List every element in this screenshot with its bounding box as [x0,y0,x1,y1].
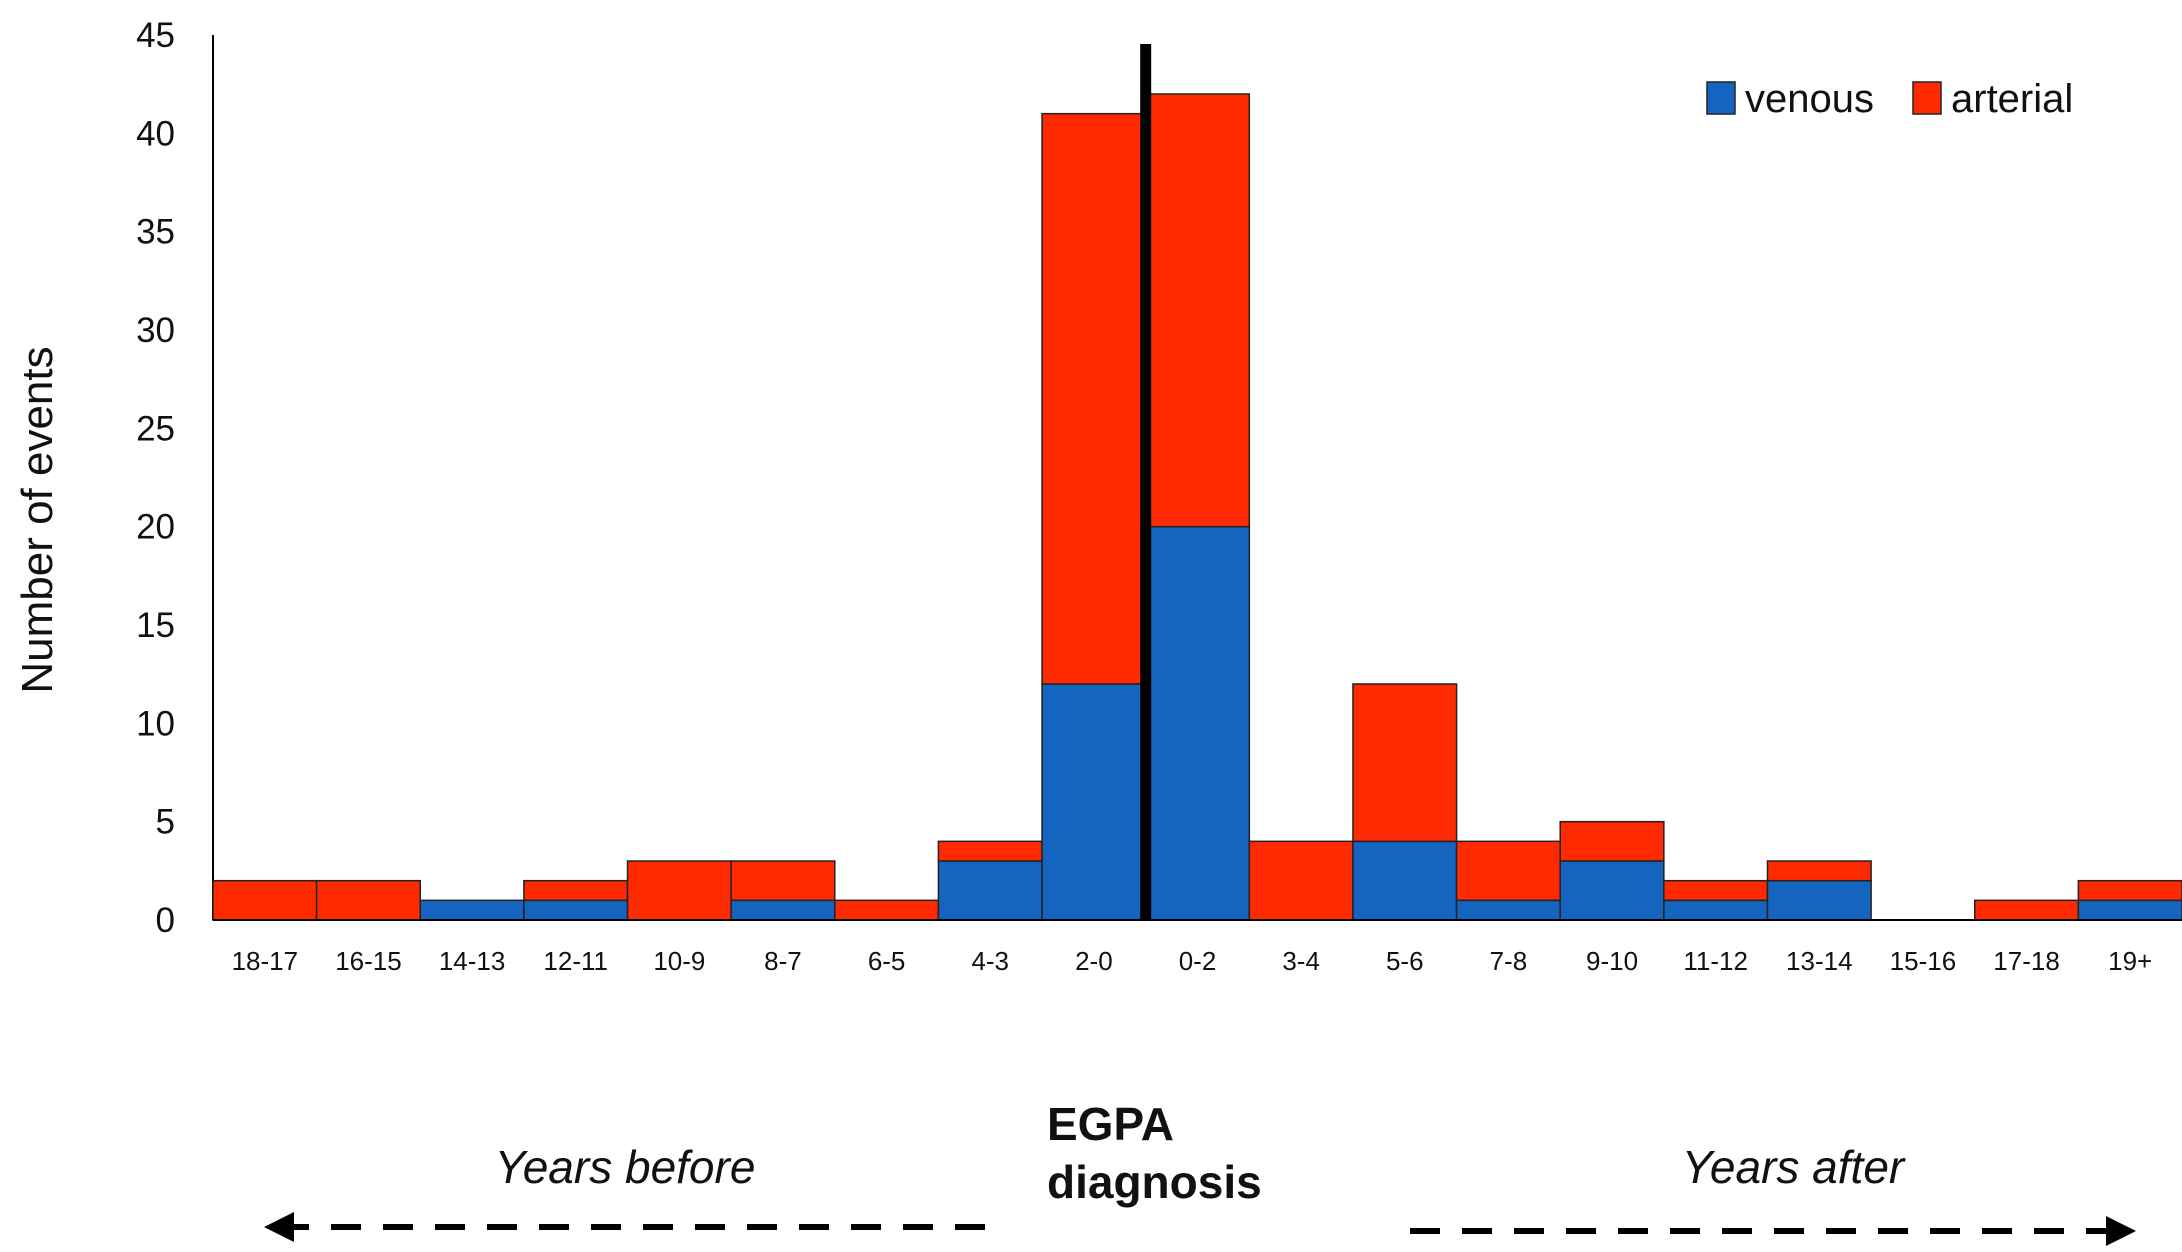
legend: venous arterial [1706,77,2073,121]
bar-venous-13-14 [1766,879,1872,921]
bar-arterial-8-7 [730,860,836,902]
legend-label-venous: venous [1745,77,1874,121]
bar-venous-11-12 [1663,899,1769,921]
y-tick-label: 35 [136,213,175,252]
y-tick-label: 20 [136,508,175,547]
y-axis-title: Number of events [13,346,62,693]
y-tick-label: 25 [136,409,175,448]
legend-label-arterial: arterial [1951,77,2073,121]
bar-arterial-4-3 [937,840,1043,862]
bar-venous-12-11 [523,899,629,921]
x-tick-label: 9-10 [1586,946,1638,976]
bar-arterial-17-18 [1973,899,2080,921]
bar-arterial-9-10 [1559,820,1665,862]
bar-venous-4-3 [937,860,1043,921]
x-axis: 18-17 16-15 14-13 12-11 10-9 8-7 6-5 4-3 2-0 0-2 3… [213,919,2182,976]
y-tick-label: 10 [136,704,175,743]
x-tick-label: 8-7 [764,946,802,976]
bar-arterial-7-8 [1455,840,1561,902]
bar-arterial-5-6 [1352,683,1458,843]
bar-arterial-0-2 [1144,93,1251,528]
bar-arterial-6-5 [834,899,940,921]
bar-arterial-11-12 [1663,879,1769,902]
x-tick-label: 19+ [2108,946,2152,976]
x-tick-label: 16-15 [335,946,402,976]
bar-arterial-18-17 [212,879,318,921]
bar-arterial-12-11 [523,879,629,902]
egpa-label-line2: diagnosis [1047,1156,1262,1208]
bar-venous-14-13 [419,899,525,921]
bar-arterial-16-15 [315,879,422,921]
years-before-label: Years before [495,1141,756,1193]
bar-venous-9-10 [1559,860,1665,921]
x-tick-label: 12-11 [543,946,608,976]
bar-venous-5-6 [1352,840,1458,921]
bar-arterial-19+ [2077,879,2182,902]
y-axis: 0 5 10 15 20 25 30 35 40 45 [136,16,214,940]
x-tick-label: 2-0 [1075,946,1113,976]
bar-arterial-10-9 [626,860,732,921]
y-tick-label: 0 [156,901,175,940]
bar-venous-7-8 [1455,899,1561,921]
bar-arterial-13-14 [1766,860,1872,882]
x-tick-label: 0-2 [1179,946,1217,976]
x-tick-label: 10-9 [653,946,705,976]
y-tick-label: 40 [136,114,175,153]
years-after-label: Years after [1682,1141,1906,1193]
y-tick-label: 5 [156,803,175,842]
x-tick-label: 4-3 [971,946,1009,976]
bar-venous-8-7 [730,899,836,921]
bars [212,93,2182,921]
bar-arterial-2-0 [1041,112,1147,685]
bar-venous-0-2 [1144,525,1251,921]
x-tick-label: 11-12 [1683,946,1748,976]
bar-venous-2-0 [1041,683,1147,921]
x-tick-label: 3-4 [1282,946,1320,976]
bar-arterial-3-4 [1248,840,1354,921]
x-tick-label: 6-5 [868,946,906,976]
bar-venous-19+ [2077,899,2182,921]
x-tick-label: 18-17 [232,946,299,976]
y-tick-label: 45 [136,16,175,55]
y-tick-label: 15 [136,606,175,645]
x-tick-label: 5-6 [1386,946,1424,976]
x-tick-label: 17-18 [1993,946,2060,976]
legend-swatch-venous [1706,81,1736,115]
x-tick-label: 7-8 [1490,946,1528,976]
x-tick-label: 14-13 [439,946,506,976]
x-tick-label: 15-16 [1890,946,1957,976]
egpa-label-line1: EGPA [1047,1098,1174,1150]
legend-swatch-arterial [1912,81,1942,115]
x-tick-label: 13-14 [1786,946,1853,976]
y-tick-label: 30 [136,311,175,350]
